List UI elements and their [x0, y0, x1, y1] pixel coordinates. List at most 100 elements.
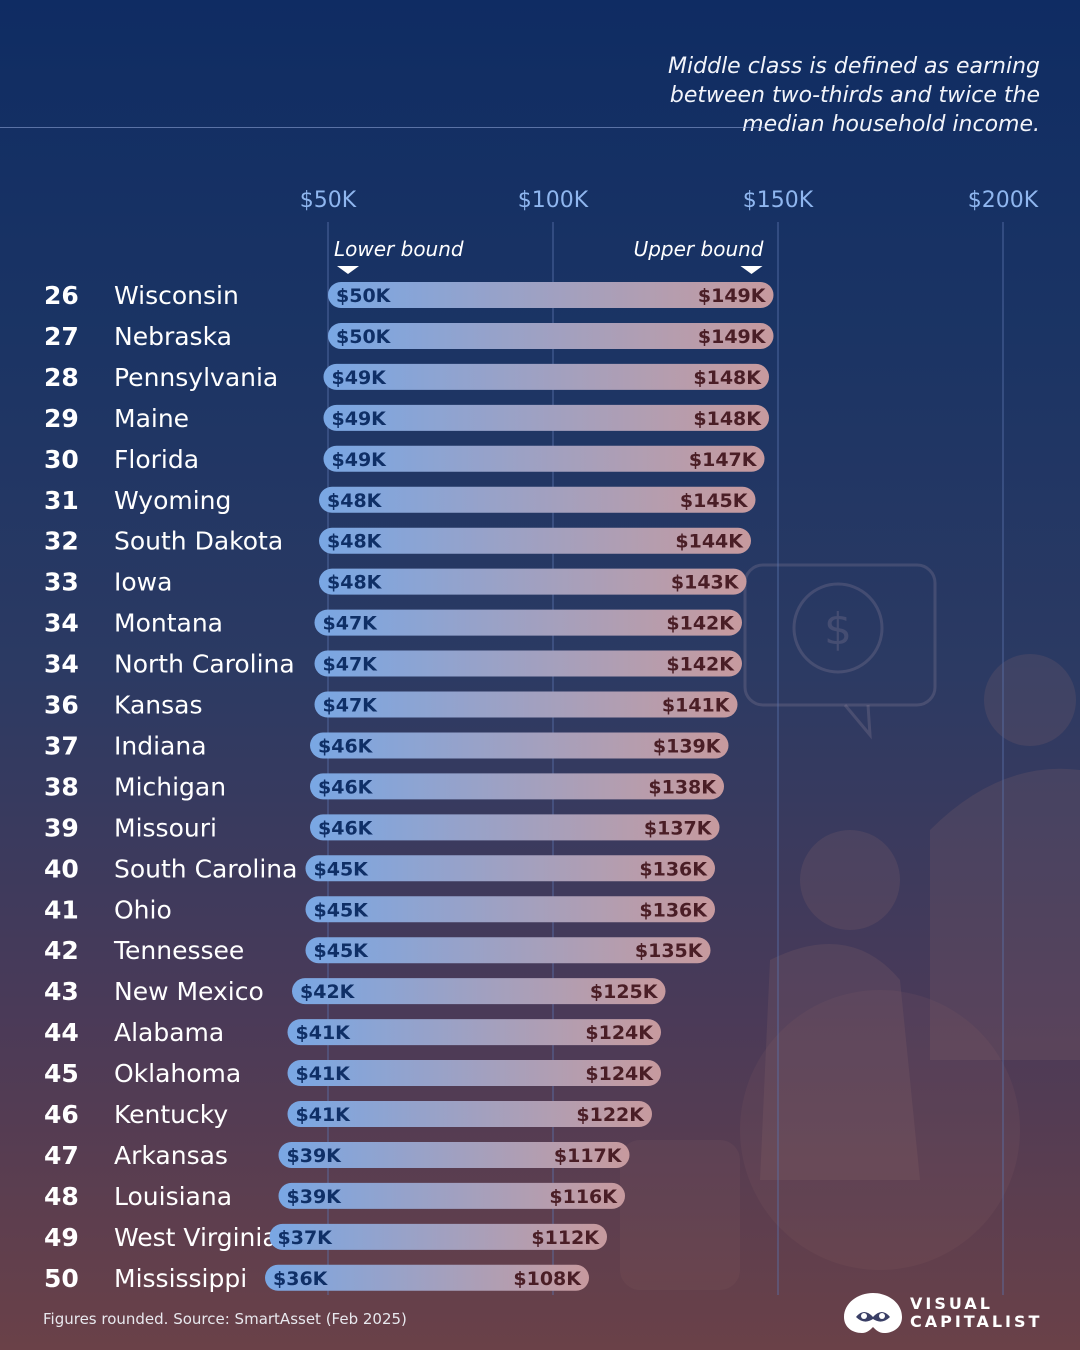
- rank-label: 27: [44, 322, 79, 351]
- rank-label: 49: [44, 1223, 79, 1252]
- upper-bound-value: $116K: [549, 1186, 618, 1208]
- upper-bound-value: $125K: [590, 981, 659, 1003]
- state-label: Kansas: [114, 691, 203, 720]
- range-bar: [323, 363, 769, 390]
- lower-bound-value: $50K: [336, 326, 392, 348]
- svg-text:$: $: [824, 604, 852, 655]
- state-label: Ohio: [114, 895, 172, 924]
- range-bar: [310, 773, 724, 800]
- rank-label: 28: [44, 363, 79, 392]
- lower-bound-value: $46K: [318, 735, 374, 757]
- range-bar: [265, 1264, 589, 1291]
- rank-label: 33: [44, 568, 79, 597]
- rank-label: 30: [44, 445, 79, 474]
- range-bar: [305, 855, 715, 882]
- lower-bound-value: $42K: [300, 981, 356, 1003]
- header-divider: [0, 127, 765, 128]
- range-bar: [314, 609, 742, 636]
- state-label: Michigan: [114, 772, 226, 801]
- rank-label: 34: [44, 609, 79, 638]
- speech-bubble-icon: $: [743, 563, 937, 740]
- lower-bound-value: $46K: [318, 776, 374, 798]
- state-label: Oklahoma: [114, 1059, 241, 1088]
- upper-bound-value: $139K: [653, 735, 722, 757]
- upper-bound-value: $143K: [671, 572, 740, 594]
- lower-bound-value: $46K: [318, 817, 374, 839]
- rank-label: 37: [44, 731, 79, 760]
- upper-bound-value: $149K: [698, 285, 767, 307]
- upper-bound-value: $148K: [693, 408, 762, 430]
- range-bar: [305, 937, 711, 964]
- range-bar: [319, 486, 756, 513]
- upper-bound-value: $136K: [639, 858, 708, 880]
- state-label: Arkansas: [114, 1141, 228, 1170]
- rank-label: 36: [44, 691, 79, 720]
- lower-bound-value: $36K: [273, 1268, 329, 1290]
- state-label: West Virginia: [114, 1223, 278, 1252]
- state-label: Montana: [114, 609, 223, 638]
- lower-bound-value: $47K: [323, 695, 379, 717]
- state-label: Nebraska: [114, 322, 232, 351]
- state-label: Maine: [114, 404, 189, 433]
- upper-bound-value: $142K: [666, 613, 735, 635]
- rank-label: 32: [44, 527, 79, 556]
- range-bar: [287, 1019, 661, 1046]
- state-label: Wyoming: [114, 486, 231, 515]
- rank-label: 34: [44, 650, 79, 679]
- rank-label: 26: [44, 281, 79, 310]
- lower-bound-value: $48K: [327, 572, 383, 594]
- range-bar: [278, 1141, 630, 1168]
- lower-bound-value: $41K: [296, 1063, 352, 1085]
- rank-label: 48: [44, 1182, 79, 1211]
- state-label: Indiana: [114, 731, 207, 760]
- range-bar: [319, 568, 747, 595]
- lower-bound-label: Lower bound: [334, 237, 464, 261]
- state-label: Tennessee: [113, 936, 244, 965]
- upper-bound-value: $124K: [585, 1063, 654, 1085]
- upper-bound-value: $141K: [662, 695, 731, 717]
- brand-line-1: VISUAL: [910, 1294, 993, 1313]
- state-label: North Carolina: [114, 650, 295, 679]
- upper-bound-value: $142K: [666, 654, 735, 676]
- state-label: Pennsylvania: [114, 363, 278, 392]
- visual-capitalist-logo-icon: [844, 1293, 902, 1333]
- lower-bound-value: $48K: [327, 531, 383, 553]
- lower-bound-value: $41K: [296, 1022, 352, 1044]
- state-label: Missouri: [114, 813, 217, 842]
- state-label: Wisconsin: [114, 281, 239, 310]
- lower-bound-arrow-icon: [337, 266, 359, 274]
- upper-bound-value: $124K: [585, 1022, 654, 1044]
- rank-label: 43: [44, 977, 79, 1006]
- lower-bound-value: $47K: [323, 613, 379, 635]
- rank-label: 39: [44, 813, 79, 842]
- rank-label: 44: [44, 1018, 79, 1047]
- upper-bound-value: $147K: [689, 449, 758, 471]
- upper-bound-value: $108K: [513, 1268, 582, 1290]
- definition-note: Middle class is defined as earning betwe…: [668, 54, 1040, 137]
- state-label: South Dakota: [114, 527, 283, 556]
- state-label: South Carolina: [114, 854, 297, 883]
- state-label: Iowa: [114, 568, 172, 597]
- state-label: Alabama: [114, 1018, 224, 1047]
- range-bar: [310, 732, 729, 759]
- upper-bound-value: $112K: [531, 1227, 600, 1249]
- lower-bound-value: $50K: [336, 285, 392, 307]
- rank-label: 41: [44, 895, 79, 924]
- upper-bound-value: $148K: [693, 367, 762, 389]
- upper-bound-value: $135K: [635, 940, 704, 962]
- upper-bound-value: $117K: [554, 1145, 623, 1167]
- lower-bound-value: $39K: [287, 1145, 343, 1167]
- upper-bound-value: $149K: [698, 326, 767, 348]
- state-label: Kentucky: [114, 1100, 228, 1129]
- x-tick-label: $150K: [743, 188, 814, 213]
- upper-bound-value: $122K: [576, 1104, 645, 1126]
- lower-bound-value: $37K: [278, 1227, 334, 1249]
- lower-bound-value: $49K: [332, 367, 388, 389]
- x-tick-label: $200K: [968, 188, 1039, 213]
- lower-bound-value: $48K: [327, 490, 383, 512]
- lower-bound-value: $49K: [332, 449, 388, 471]
- lower-bound-value: $45K: [314, 899, 370, 921]
- x-tick-label: $50K: [300, 188, 357, 213]
- lower-bound-value: $39K: [287, 1186, 343, 1208]
